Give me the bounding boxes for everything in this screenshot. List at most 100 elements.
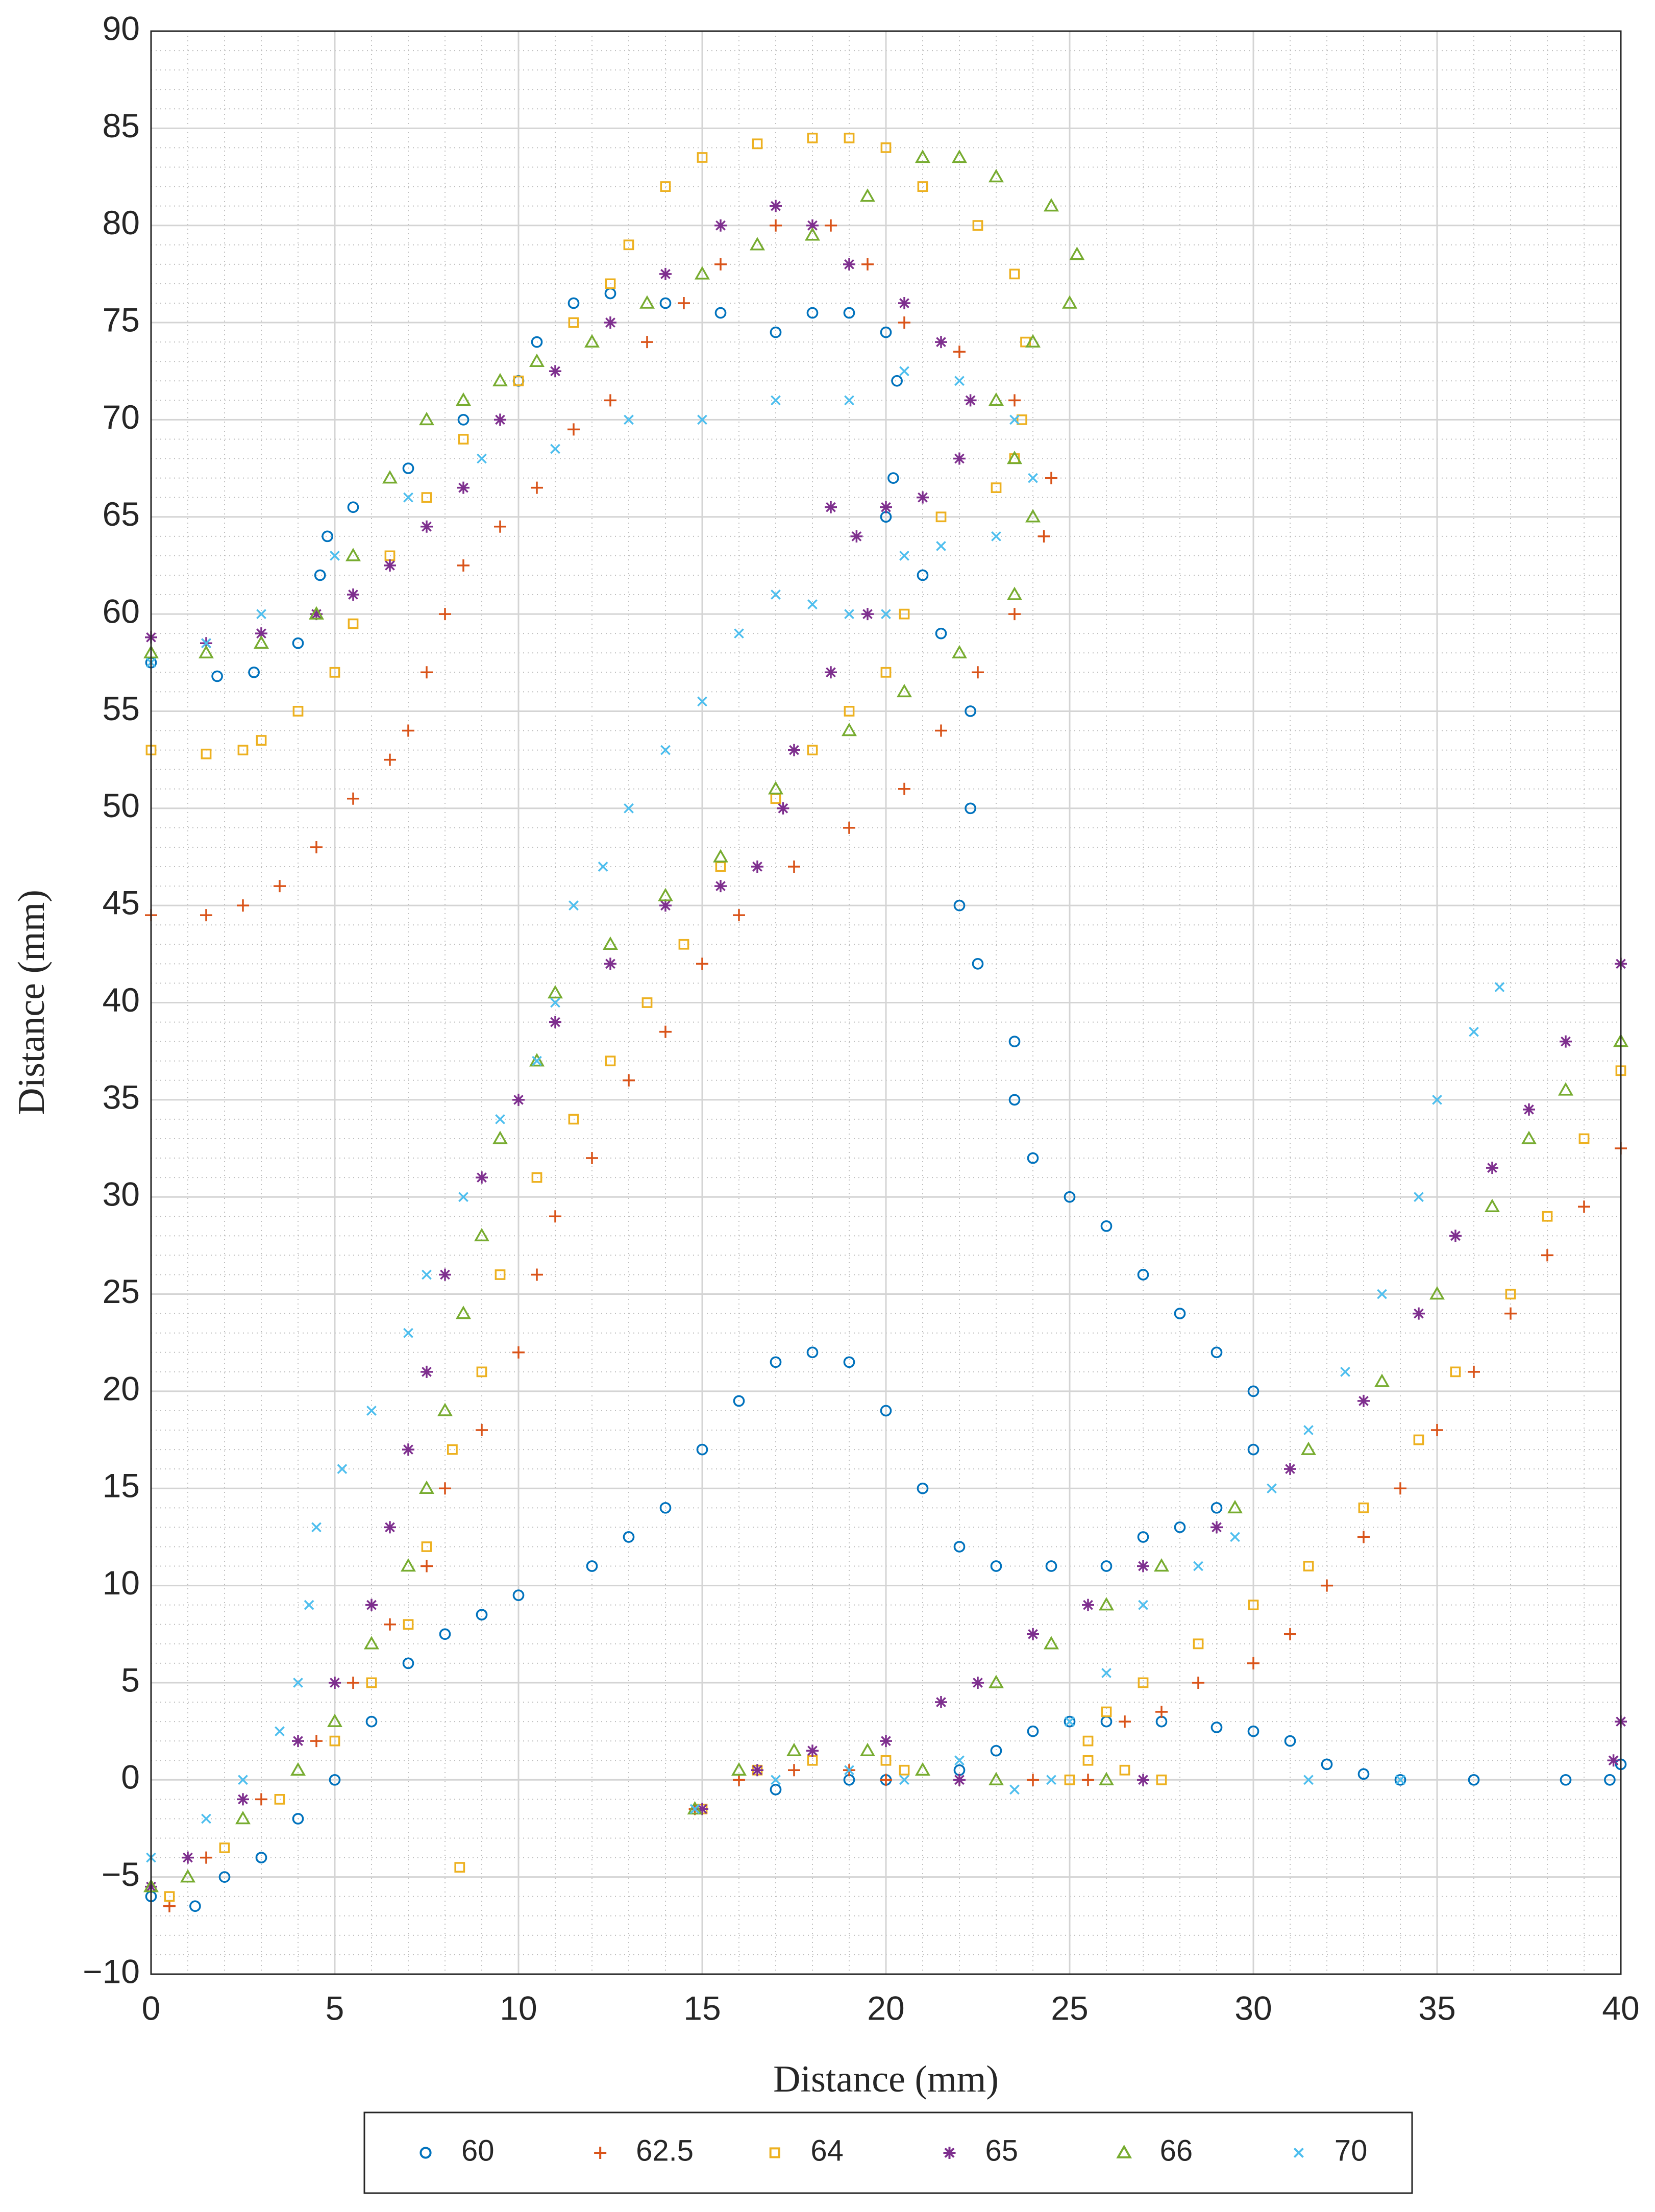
point: [454, 1862, 465, 1873]
point: [400, 1558, 416, 1572]
point: [474, 1227, 490, 1242]
point: [899, 608, 910, 620]
point: [549, 1016, 561, 1028]
point: [1374, 1373, 1390, 1387]
point: [1558, 1082, 1574, 1096]
point: [274, 1793, 285, 1805]
y-tick-label: −5: [102, 1855, 140, 1893]
point: [584, 334, 600, 348]
point: [1542, 1211, 1553, 1222]
point: [714, 219, 727, 232]
point: [322, 530, 333, 543]
point: [953, 1774, 966, 1786]
point: [237, 899, 249, 912]
point: [788, 744, 800, 756]
point: [314, 569, 326, 581]
point: [255, 1793, 267, 1806]
point: [402, 724, 414, 737]
point: [1100, 1220, 1113, 1232]
point: [915, 149, 931, 163]
point: [1098, 1597, 1115, 1611]
point: [145, 1890, 157, 1903]
point: [531, 1172, 542, 1183]
point: [330, 551, 340, 561]
point: [880, 511, 892, 523]
point: [1025, 334, 1041, 348]
point: [163, 1900, 176, 1912]
point: [880, 142, 892, 153]
point: [1321, 1758, 1333, 1771]
point: [604, 957, 616, 970]
point: [1303, 1561, 1314, 1571]
point: [457, 414, 470, 426]
series: [145, 200, 1627, 1893]
point: [1027, 1725, 1039, 1737]
point: [402, 1443, 414, 1456]
point: [439, 1268, 451, 1281]
point: [1247, 1385, 1259, 1397]
point: [1494, 982, 1505, 992]
point: [1082, 1599, 1094, 1611]
point: [365, 1599, 378, 1611]
point: [825, 219, 837, 232]
point: [477, 453, 487, 464]
point: [964, 394, 977, 407]
point: [891, 375, 903, 387]
point: [1358, 1502, 1369, 1513]
series: [145, 287, 1627, 1912]
point: [1504, 1307, 1517, 1320]
point: [678, 939, 689, 950]
point: [1100, 1715, 1113, 1728]
y-tick-label: −10: [83, 1952, 140, 1990]
point: [714, 307, 727, 319]
point: [935, 511, 947, 523]
point: [201, 638, 211, 649]
point: [201, 1813, 211, 1824]
y-tick-label: 85: [103, 107, 140, 144]
point: [935, 1696, 947, 1709]
point: [437, 1403, 453, 1416]
point: [363, 1636, 380, 1650]
point: [752, 138, 763, 150]
point: [807, 1755, 818, 1766]
legend-label: 70: [1335, 2134, 1368, 2167]
point: [990, 1744, 1002, 1757]
point: [1101, 1706, 1112, 1717]
point: [384, 1618, 396, 1631]
point: [770, 200, 782, 212]
point: [200, 909, 212, 922]
legend-label: 65: [985, 2134, 1019, 2167]
point: [347, 501, 359, 513]
point: [602, 936, 619, 950]
point: [1413, 1307, 1425, 1320]
series: [145, 219, 1627, 1912]
point: [1119, 1715, 1131, 1728]
point: [1615, 1065, 1626, 1076]
point: [1469, 1026, 1479, 1037]
point: [917, 181, 928, 192]
point: [988, 168, 1004, 183]
point: [859, 188, 876, 202]
point: [347, 792, 359, 805]
point: [623, 1531, 635, 1543]
point: [988, 392, 1004, 406]
point: [201, 748, 212, 759]
point: [898, 297, 910, 309]
y-tick-label: 15: [103, 1467, 140, 1505]
point: [1043, 198, 1059, 212]
point: [1303, 1775, 1314, 1785]
point: [348, 618, 359, 629]
point: [880, 501, 892, 513]
point: [734, 628, 744, 639]
point: [954, 376, 965, 386]
point: [770, 219, 782, 232]
point: [347, 588, 359, 601]
point: [899, 366, 909, 377]
plot-marks: [143, 132, 1629, 1912]
point: [1578, 1200, 1590, 1213]
point: [1138, 1600, 1148, 1610]
point: [1061, 295, 1078, 309]
point: [292, 637, 304, 649]
